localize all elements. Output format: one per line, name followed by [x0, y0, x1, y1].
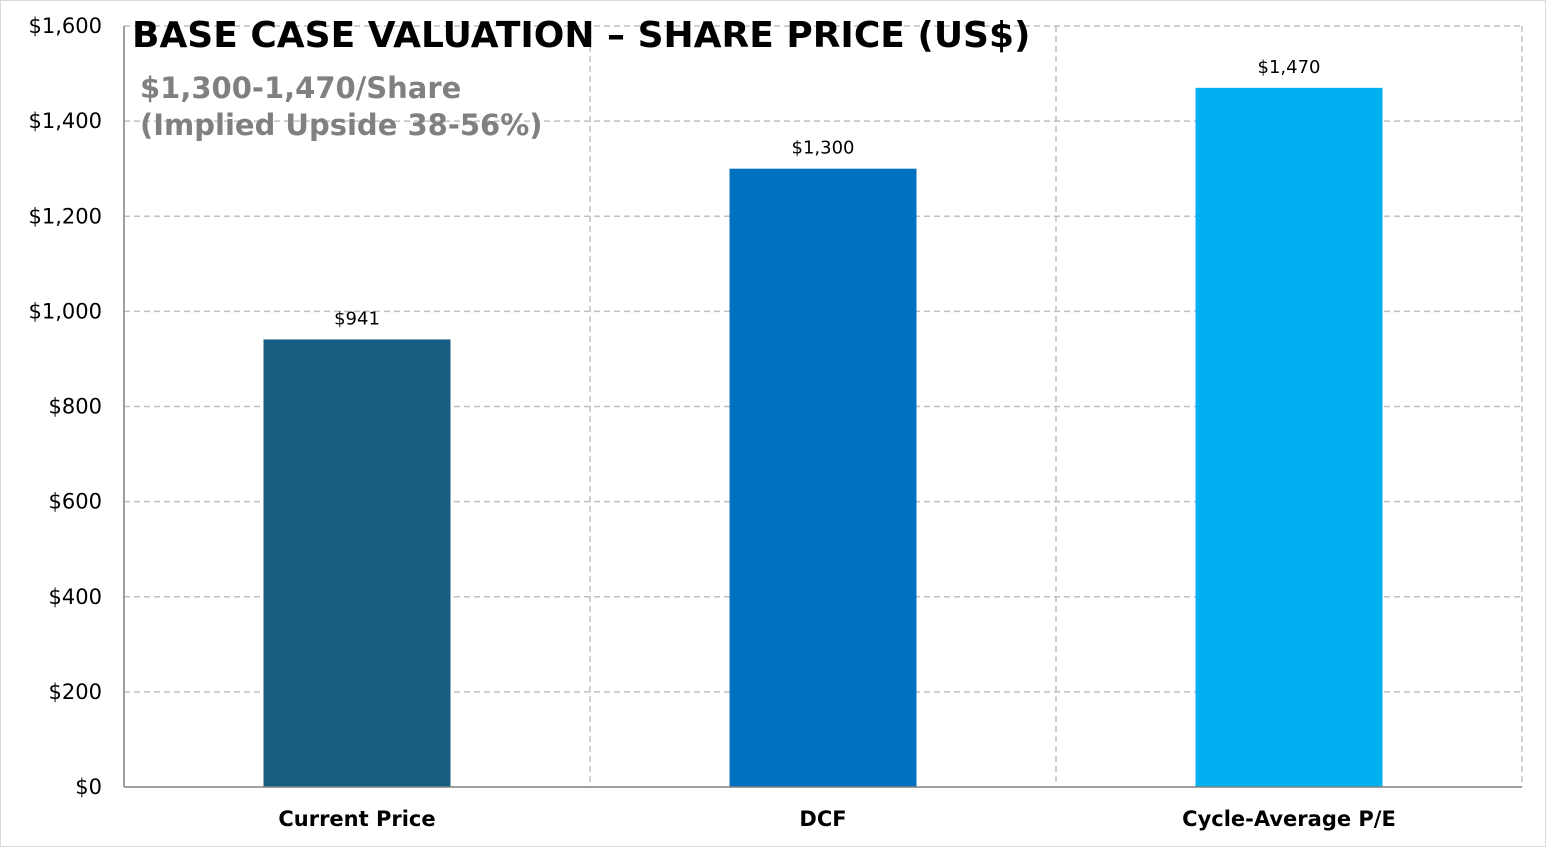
y-tick-label: $1,600 [29, 14, 102, 38]
data-labels: $941 $1,300 $1,470 [334, 57, 1320, 330]
bar-3 [1195, 87, 1383, 788]
data-label: $1,470 [1258, 57, 1321, 78]
x-tick-label: Current Price [278, 807, 435, 831]
x-tick-label: DCF [799, 807, 846, 831]
y-tick-label: $1,000 [29, 299, 102, 323]
axes [123, 26, 1522, 788]
chart-subtitle-line-2: (Implied Upside 38-56%) [140, 108, 543, 142]
bar-1 [263, 339, 451, 787]
y-tick-labels: $0 $200 $400 $600 $800 $1,000 $1,200 $1,400 $1,6… [29, 14, 102, 799]
y-tick-label: $600 [49, 490, 102, 514]
y-tick-label: $1,400 [29, 109, 102, 133]
y-tick-label: $0 [75, 775, 102, 799]
data-label: $941 [334, 308, 380, 329]
chart-subtitle-line-1: $1,300-1,470/Share [140, 71, 461, 105]
y-tick-label: $200 [49, 680, 102, 704]
chart-title: BASE CASE VALUATION – SHARE PRICE (US$) [132, 15, 1031, 56]
y-tick-label: $400 [49, 585, 102, 609]
x-tick-labels: Current Price DCF Cycle-Average P/E [278, 807, 1395, 831]
y-tick-label: $800 [49, 395, 102, 419]
bars [263, 87, 1383, 788]
data-label: $1,300 [792, 138, 855, 159]
bar-2 [729, 168, 917, 787]
y-tick-label: $1,200 [29, 204, 102, 228]
x-tick-label: Cycle-Average P/E [1182, 807, 1396, 831]
